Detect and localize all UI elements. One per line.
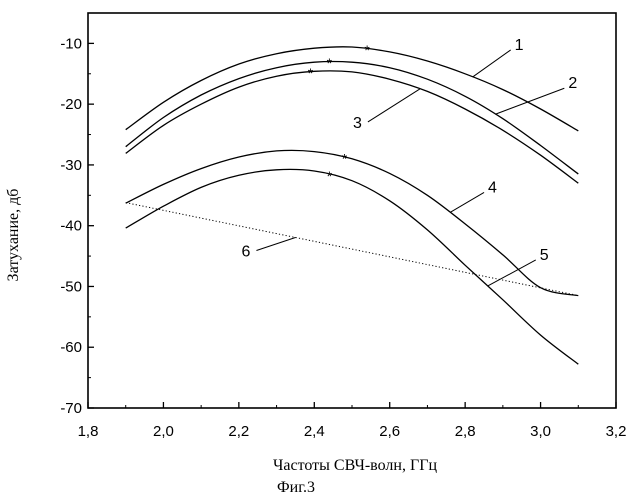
y-axis: -10 -20 -30 -40 -50 -60 -70 [60,13,94,417]
series-label-3: 3 [353,115,362,132]
y-axis-title: Затухание, дб [5,189,22,282]
x-tick-label: 1,8 [78,423,99,440]
y-tick-label: -10 [60,35,82,52]
x-axis-title: Частоты СВЧ-волн, ГГц [273,457,437,474]
x-tick-label: 3,2 [606,423,627,440]
series-marker-1: * [364,42,370,58]
x-tick-label: 2,6 [379,423,400,440]
series-labels: 1 2 3 4 5 6 [242,37,578,286]
x-tick-label: 3,0 [530,423,551,440]
x-tick-label: 2,2 [228,423,249,440]
y-tick-label: -30 [60,157,82,174]
series-leader-6 [256,237,295,250]
y-tick-label: -60 [60,339,82,356]
series-label-6: 6 [242,243,251,260]
y-tick-label: -70 [60,400,82,417]
series-marker-4: * [342,150,348,166]
series-line-5 [126,169,579,364]
series-label-5: 5 [540,247,549,264]
figure-caption: Фиг.3 [277,479,315,496]
y-tick-label: -40 [60,218,82,235]
series-leader-2 [495,88,564,114]
series-label-1: 1 [515,37,524,54]
series-marker-2: * [327,55,333,71]
series-marker-5: * [327,168,333,184]
series-leader-4 [450,192,484,212]
series-marker-3: * [308,65,314,81]
y-tick-label: -20 [60,96,82,113]
x-tick-label: 2,4 [304,423,325,440]
series-leader-1 [473,50,511,77]
series-label-4: 4 [488,179,497,196]
y-tick-label: -50 [60,278,82,295]
series-leader-3 [368,89,420,122]
series-label-2: 2 [568,75,577,92]
x-tick-label: 2,0 [153,423,174,440]
series-line-6 [126,203,579,296]
x-tick-label: 2,8 [455,423,476,440]
series-group: * * * * * [126,42,579,364]
